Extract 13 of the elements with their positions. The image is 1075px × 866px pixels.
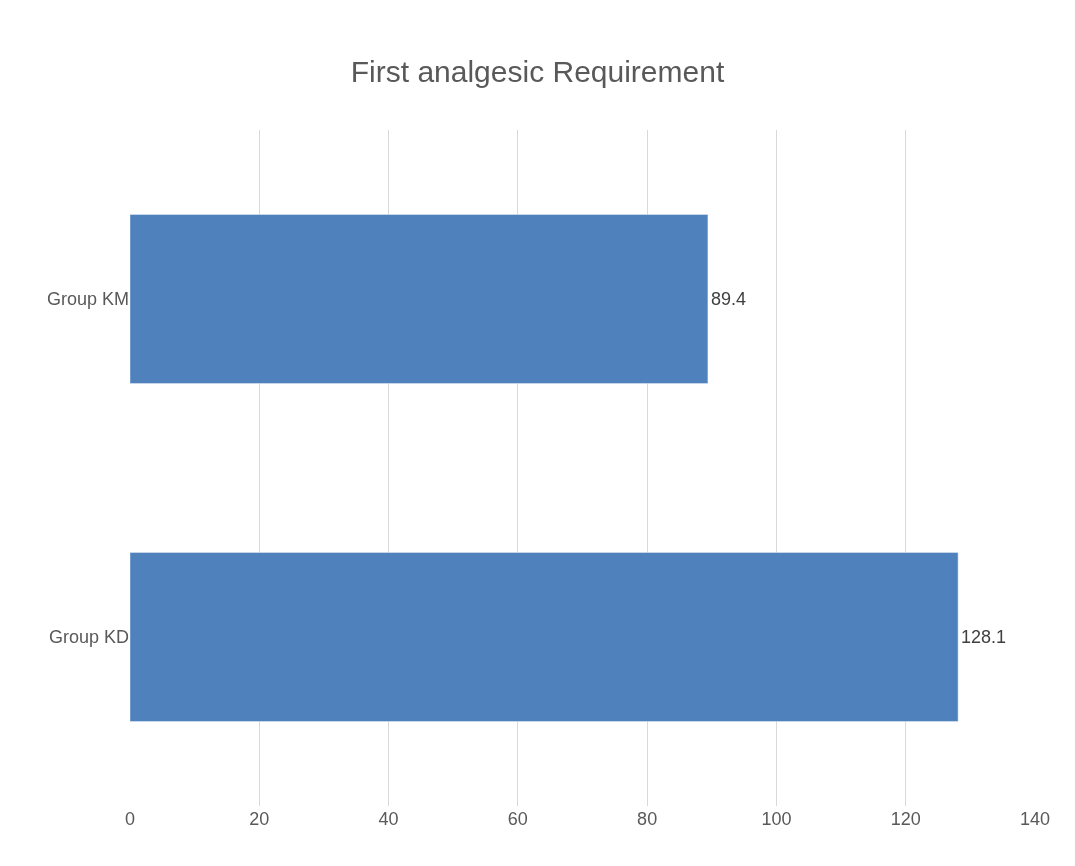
data-label: 128.1 xyxy=(961,627,1007,647)
x-tick-label: 140 xyxy=(1019,809,1051,829)
x-tick-label: 80 xyxy=(637,809,658,829)
x-tick-label: 20 xyxy=(249,809,270,829)
y-tick-label: Group KD xyxy=(48,627,129,648)
y-tick-label: Group KM xyxy=(46,289,129,310)
x-tick-label: 40 xyxy=(378,809,399,829)
x-tick-label: 0 xyxy=(124,809,136,829)
data-label: 89.4 xyxy=(710,289,746,309)
chart-title: First analgesic Requirement xyxy=(350,54,725,88)
x-tick-label: 120 xyxy=(890,809,921,829)
x-tick-label: 60 xyxy=(507,809,528,829)
x-tick-label: 100 xyxy=(761,809,792,829)
